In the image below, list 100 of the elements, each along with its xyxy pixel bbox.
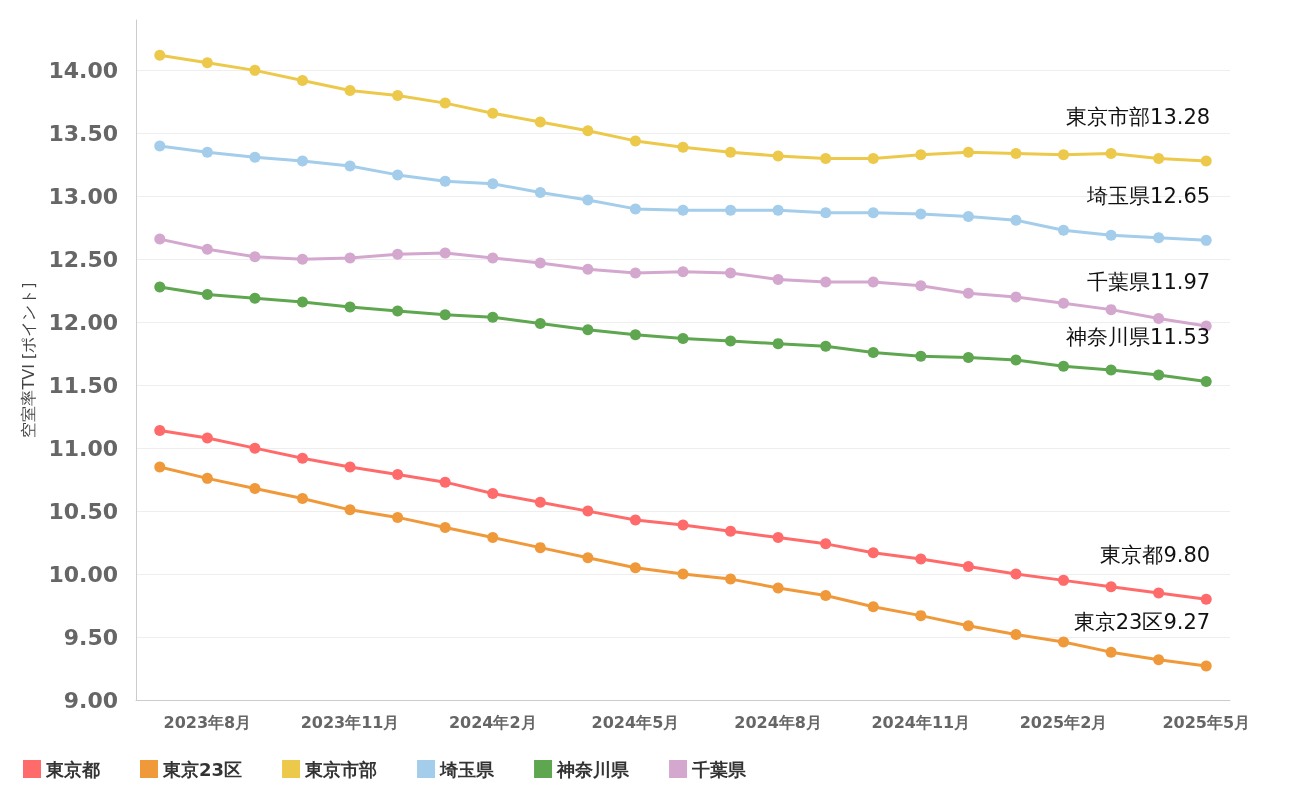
point — [820, 589, 832, 601]
point — [1200, 155, 1212, 167]
point — [392, 90, 404, 102]
point — [962, 146, 974, 158]
annotation: 東京都9.80 — [1100, 542, 1211, 567]
point — [534, 496, 546, 508]
point — [534, 187, 546, 199]
point — [249, 64, 261, 76]
point — [201, 146, 213, 158]
point — [725, 525, 737, 537]
point — [344, 85, 356, 97]
y-tick-label: 9.50 — [63, 624, 118, 650]
point — [725, 146, 737, 158]
point — [962, 620, 974, 632]
point — [915, 553, 927, 565]
point — [1153, 153, 1165, 165]
y-tick-label: 13.50 — [48, 120, 118, 146]
point — [867, 207, 879, 219]
legend-label: 東京都 — [45, 758, 100, 780]
point — [487, 107, 499, 119]
point — [915, 149, 927, 161]
point — [439, 175, 451, 187]
point — [439, 97, 451, 109]
point — [1010, 629, 1022, 641]
point — [249, 442, 261, 454]
point — [249, 151, 261, 163]
point — [534, 542, 546, 554]
y-tick-label: 10.00 — [48, 561, 118, 587]
annotation: 埼玉県12.65 — [1086, 183, 1211, 208]
point — [392, 248, 404, 260]
x-tick-label: 2025年2月 — [1019, 712, 1108, 732]
y-tick-label: 9.00 — [63, 687, 118, 713]
annotation: 千葉県11.97 — [1087, 269, 1211, 294]
point — [629, 135, 641, 147]
point — [201, 472, 213, 484]
point — [439, 521, 451, 533]
y-tick-label: 12.00 — [48, 309, 118, 335]
point — [1105, 364, 1117, 376]
y-tick-label: 10.50 — [48, 498, 118, 524]
point — [772, 532, 784, 544]
point — [154, 461, 166, 473]
point — [1105, 581, 1117, 593]
point — [677, 266, 689, 278]
point — [154, 233, 166, 245]
legend-label: 神奈川県 — [556, 758, 631, 780]
point — [1010, 147, 1022, 159]
point — [296, 253, 308, 265]
point — [1058, 297, 1070, 309]
y-tick-label: 12.50 — [48, 246, 118, 272]
point — [582, 552, 594, 564]
point — [1200, 234, 1212, 246]
point — [629, 514, 641, 526]
legend-label: 千葉県 — [691, 758, 748, 780]
point — [249, 482, 261, 494]
point — [1058, 574, 1070, 586]
point — [725, 204, 737, 216]
point — [487, 311, 499, 323]
point — [820, 538, 832, 550]
point — [1105, 304, 1117, 316]
point — [772, 338, 784, 350]
point — [344, 160, 356, 172]
point — [867, 547, 879, 559]
point — [439, 476, 451, 488]
point — [677, 204, 689, 216]
point — [344, 504, 356, 516]
x-tick-label: 2024年5月 — [591, 712, 680, 732]
point — [820, 340, 832, 352]
point — [1058, 636, 1070, 648]
point — [582, 505, 594, 517]
point — [392, 511, 404, 523]
point — [1200, 375, 1212, 387]
point — [629, 267, 641, 279]
point — [534, 257, 546, 269]
point — [534, 116, 546, 128]
point — [439, 247, 451, 259]
point — [154, 425, 166, 437]
point — [1058, 360, 1070, 372]
point — [962, 287, 974, 299]
point — [201, 289, 213, 301]
point — [344, 461, 356, 473]
y-tick-label: 14.00 — [48, 57, 118, 83]
point — [201, 432, 213, 444]
point — [249, 251, 261, 263]
point — [296, 296, 308, 308]
point — [772, 273, 784, 285]
point — [1010, 354, 1022, 366]
point — [487, 178, 499, 190]
point — [201, 243, 213, 255]
point — [154, 140, 166, 152]
point — [582, 263, 594, 275]
point — [1010, 214, 1022, 226]
point — [296, 155, 308, 167]
x-tick-label: 2024年8月 — [734, 712, 822, 732]
point — [154, 281, 166, 293]
point — [487, 487, 499, 499]
point — [392, 169, 404, 181]
x-tick-label: 2023年11月 — [300, 712, 400, 732]
y-axis-title: 空室率TVI [ポイント] — [18, 282, 38, 438]
point — [296, 452, 308, 464]
point — [867, 346, 879, 358]
